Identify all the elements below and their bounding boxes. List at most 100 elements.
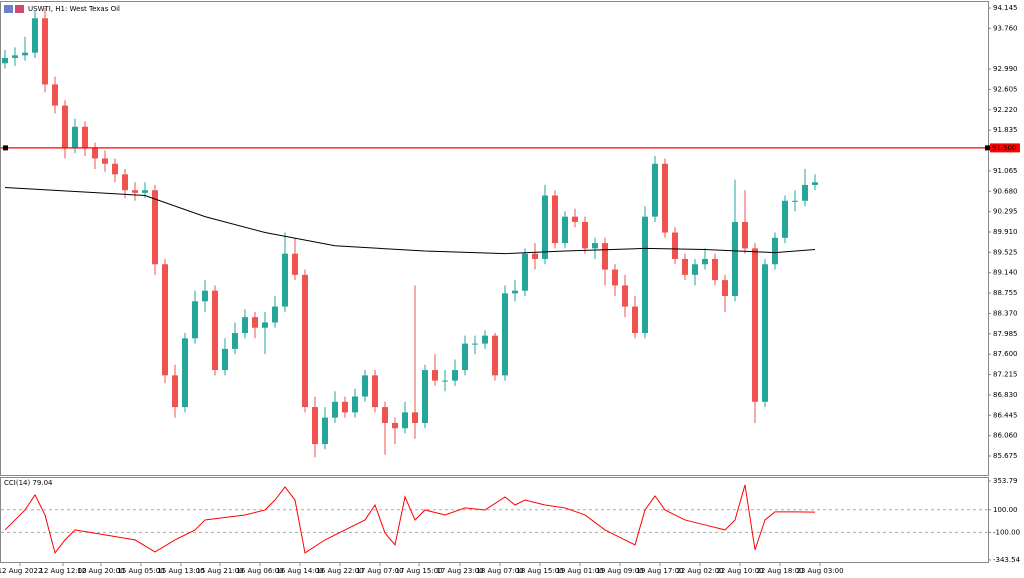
candle-body bbox=[572, 216, 578, 222]
candle-body bbox=[382, 407, 388, 423]
y-tick-label: 85.675 bbox=[993, 452, 1018, 460]
candle-body bbox=[762, 264, 768, 402]
candle-body bbox=[532, 253, 538, 259]
x-tick-label: 23 Aug 03:00 bbox=[796, 567, 843, 575]
candle-body bbox=[32, 18, 38, 53]
candle-body bbox=[442, 380, 448, 382]
candle-body bbox=[542, 195, 548, 259]
x-tick-label: 16 Aug 22:00 bbox=[316, 567, 363, 575]
x-tick-label: 18 Aug 15:00 bbox=[516, 567, 563, 575]
x-tick-label: 22 Aug 10:00 bbox=[716, 567, 763, 575]
y-tick-label: 353.79 bbox=[993, 477, 1018, 485]
candle-body bbox=[662, 163, 668, 233]
x-tick-label: 22 Aug 02:00 bbox=[676, 567, 723, 575]
candle-body bbox=[452, 370, 458, 381]
y-tick-label: 88.755 bbox=[993, 289, 1018, 297]
candle-body bbox=[682, 258, 688, 275]
candle-body bbox=[102, 158, 108, 164]
candle-body bbox=[72, 126, 78, 148]
candle-body bbox=[482, 335, 488, 344]
candle-body bbox=[722, 280, 728, 296]
candle-body bbox=[812, 182, 818, 185]
y-tick-label: 90.680 bbox=[993, 187, 1018, 195]
y-tick-label: 92.990 bbox=[993, 65, 1018, 73]
candle-body bbox=[802, 184, 808, 201]
x-tick-label: 19 Aug 17:00 bbox=[636, 567, 683, 575]
candle-body bbox=[12, 55, 18, 58]
candle-body bbox=[502, 293, 508, 376]
candle-body bbox=[192, 301, 198, 339]
symbol-icon bbox=[4, 5, 13, 13]
y-tick-label: 94.145 bbox=[993, 4, 1018, 12]
cci-title: CCI(14) 79.04 bbox=[4, 479, 53, 487]
candle-body bbox=[42, 18, 48, 85]
candle-body bbox=[342, 401, 348, 413]
y-tick-label: 87.985 bbox=[993, 330, 1018, 338]
price-level-label: 91.500 bbox=[992, 144, 1017, 152]
candle-body bbox=[712, 258, 718, 281]
candle-body bbox=[742, 221, 748, 249]
candle-body bbox=[52, 84, 58, 106]
candle-body bbox=[22, 52, 28, 56]
candle-body bbox=[612, 269, 618, 286]
candle-body bbox=[702, 258, 708, 265]
candle-body bbox=[552, 195, 558, 244]
candle-body bbox=[672, 232, 678, 259]
candle-body bbox=[242, 317, 248, 334]
x-tick-label: 22 Aug 18:00 bbox=[756, 567, 803, 575]
y-tick-label: -343.54 bbox=[993, 556, 1021, 564]
x-tick-label: 18 Aug 07:00 bbox=[476, 567, 523, 575]
candle-body bbox=[472, 343, 478, 345]
x-tick-label: 16 Aug 06:00 bbox=[236, 567, 283, 575]
x-tick-label: 15 Aug 05:00 bbox=[117, 567, 164, 575]
candle-body bbox=[732, 221, 738, 296]
candle-body bbox=[352, 396, 358, 413]
price-level-handle bbox=[3, 145, 8, 151]
candle-body bbox=[142, 190, 148, 193]
x-tick-label: 15 Aug 21:00 bbox=[196, 567, 243, 575]
candle-body bbox=[172, 375, 178, 408]
y-tick-label: 88.370 bbox=[993, 309, 1018, 317]
y-tick-label: -100.00 bbox=[993, 528, 1020, 536]
x-tick-label: 17 Aug 23:00 bbox=[436, 567, 483, 575]
y-tick-label: 86.445 bbox=[993, 411, 1018, 419]
y-tick-label: 92.220 bbox=[993, 106, 1018, 114]
y-tick-label: 89.140 bbox=[993, 269, 1018, 277]
candle-body bbox=[522, 253, 528, 291]
x-tick-label: 17 Aug 07:00 bbox=[356, 567, 403, 575]
candle-body bbox=[432, 370, 438, 381]
chart-title: USWTI, H1: West Texas Oil bbox=[28, 5, 120, 13]
candle-body bbox=[302, 274, 308, 408]
cci-line bbox=[4, 484, 816, 555]
candle-body bbox=[782, 200, 788, 238]
y-tick-label: 86.060 bbox=[993, 432, 1018, 440]
candle-body bbox=[402, 412, 408, 429]
y-tick-label: 93.760 bbox=[993, 24, 1018, 32]
candle-body bbox=[602, 243, 608, 270]
y-tick-label: 92.605 bbox=[993, 85, 1018, 93]
candle-body bbox=[332, 401, 338, 418]
y-tick-label: 100.00 bbox=[993, 506, 1018, 514]
candle-body bbox=[562, 216, 568, 244]
candle-body bbox=[622, 285, 628, 307]
candle-body bbox=[82, 126, 88, 148]
y-tick-label: 90.295 bbox=[993, 208, 1018, 216]
candle-body bbox=[582, 221, 588, 249]
candle-body bbox=[692, 264, 698, 275]
candle-body bbox=[222, 348, 228, 371]
price-level-handle bbox=[985, 145, 990, 151]
x-tick-label: 15 Aug 13:00 bbox=[157, 567, 204, 575]
candle-body bbox=[202, 290, 208, 302]
symbol-icon bbox=[15, 5, 24, 13]
candle-body bbox=[132, 190, 138, 193]
candle-body bbox=[162, 264, 168, 376]
y-tick-label: 91.065 bbox=[993, 167, 1018, 175]
x-tick-label: 12 Aug 20:00 bbox=[77, 567, 124, 575]
candle-body bbox=[152, 190, 158, 265]
x-tick-label: 12 Aug 12:00 bbox=[39, 567, 86, 575]
candle-body bbox=[492, 335, 498, 376]
y-tick-label: 91.835 bbox=[993, 126, 1018, 134]
candle-body bbox=[252, 317, 258, 328]
